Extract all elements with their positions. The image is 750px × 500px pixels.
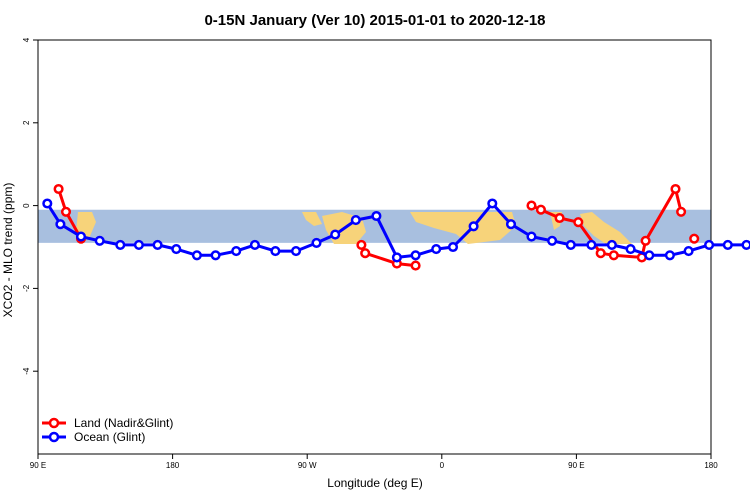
- x-tick-label: 0: [440, 461, 445, 470]
- data-point-ocean: [75, 231, 87, 242]
- data-point-ocean: [55, 219, 66, 230]
- data-point-ocean: [231, 246, 242, 257]
- data-point-ocean: [290, 246, 302, 257]
- x-tick-label: 90 E: [568, 461, 584, 470]
- data-point-ocean: [565, 239, 576, 250]
- data-point-ocean: [505, 219, 517, 230]
- data-point-land: [689, 233, 700, 244]
- data-point-land: [608, 250, 619, 261]
- data-point-ocean: [704, 239, 715, 250]
- legend: Land (Nadir&Glint) Ocean (Glint): [42, 416, 173, 444]
- data-point-ocean: [115, 239, 126, 250]
- data-point-ocean: [350, 215, 361, 226]
- data-point-land: [60, 206, 72, 217]
- x-tick-label: 180: [704, 461, 718, 470]
- data-point-land: [595, 248, 606, 259]
- x-axis: 90 E 180 90 W 0 90 E 180: [30, 454, 718, 470]
- data-point-ocean: [606, 239, 617, 250]
- series-land: [53, 183, 700, 271]
- data-point-ocean: [391, 252, 402, 263]
- data-point-ocean: [447, 241, 459, 253]
- data-point-land: [53, 183, 64, 195]
- data-point-land: [526, 200, 537, 211]
- data-point-land: [573, 217, 584, 228]
- y-axis: 4 2 0 -2 -4: [22, 37, 38, 375]
- data-point-land: [670, 183, 681, 195]
- data-point-ocean: [270, 246, 281, 257]
- series-ocean: [42, 198, 750, 263]
- data-point-ocean: [586, 239, 597, 250]
- data-point-ocean: [683, 246, 694, 257]
- data-point-ocean: [42, 198, 53, 209]
- data-point-land: [640, 235, 651, 246]
- land-shape-se-asia: [580, 212, 632, 244]
- y-tick-label: 2: [22, 120, 31, 125]
- data-point-ocean: [547, 235, 558, 246]
- data-point-ocean: [431, 244, 442, 255]
- legend-marker-land: [48, 417, 60, 429]
- data-point-ocean: [330, 229, 341, 240]
- series-layer: [42, 183, 750, 271]
- data-point-ocean: [664, 250, 675, 261]
- data-point-ocean: [249, 239, 260, 250]
- data-point-ocean: [526, 231, 537, 242]
- data-point-ocean: [625, 244, 636, 255]
- legend-label-ocean: Ocean (Glint): [74, 430, 145, 444]
- data-point-ocean: [371, 210, 382, 222]
- series-line-land: [530, 187, 683, 259]
- data-point-land: [356, 239, 367, 250]
- data-point-ocean: [487, 198, 498, 209]
- data-point-ocean: [171, 244, 182, 255]
- x-tick-label: 90 E: [30, 461, 46, 470]
- data-point-ocean: [94, 235, 105, 246]
- y-tick-label: -2: [22, 284, 31, 292]
- data-point-ocean: [191, 250, 202, 261]
- x-tick-label: 180: [166, 461, 180, 470]
- land-shape-central-america: [302, 212, 322, 226]
- y-tick-label: 0: [22, 203, 31, 208]
- data-point-ocean: [741, 239, 750, 250]
- data-point-land: [676, 206, 687, 217]
- data-point-ocean: [644, 250, 655, 261]
- data-point-land: [554, 212, 565, 224]
- data-point-ocean: [133, 239, 144, 250]
- y-axis-label: XCO2 - MLO trend (ppm): [1, 183, 15, 318]
- data-point-land: [410, 260, 421, 271]
- data-point-ocean: [468, 221, 479, 232]
- y-tick-label: 4: [22, 37, 31, 42]
- x-tick-label: 90 W: [298, 461, 317, 470]
- legend-marker-ocean: [48, 431, 60, 443]
- data-point-land: [360, 248, 371, 259]
- y-tick-label: -4: [22, 367, 31, 375]
- land-shape-africa: [410, 212, 516, 244]
- data-point-ocean: [722, 239, 733, 250]
- x-axis-label: Longitude (deg E): [327, 476, 422, 490]
- data-point-ocean: [210, 250, 221, 261]
- data-point-land: [535, 204, 546, 215]
- data-point-ocean: [410, 250, 421, 261]
- legend-label-land: Land (Nadir&Glint): [74, 416, 173, 430]
- data-point-ocean: [152, 239, 163, 250]
- chart-title: 0-15N January (Ver 10) 2015-01-01 to 202…: [204, 12, 545, 29]
- data-point-ocean: [311, 237, 322, 248]
